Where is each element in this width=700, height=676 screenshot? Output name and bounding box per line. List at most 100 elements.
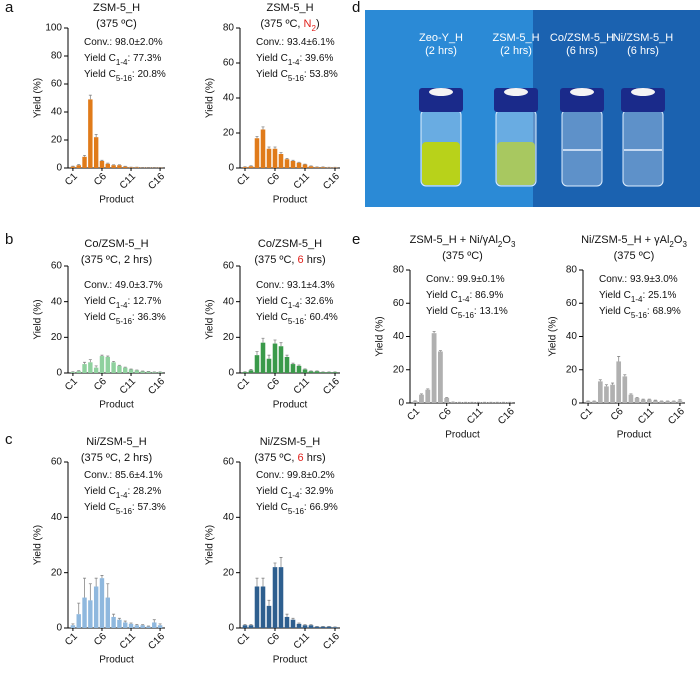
text-segment: : 60.4%	[304, 312, 338, 323]
error-bar	[426, 388, 430, 390]
text-segment: Conv.: 49.0±3.7%	[84, 280, 163, 291]
y-tick-label: 80	[566, 265, 578, 276]
error-bar	[71, 623, 75, 626]
text-segment: Ni/ZSM-5_H + γAl	[581, 234, 669, 246]
y-tick-label: 40	[223, 512, 235, 523]
error-bar	[249, 624, 253, 626]
subscript: 1-4	[116, 491, 128, 500]
error-bar	[255, 351, 259, 356]
text-segment: : 25.1%	[642, 290, 676, 301]
bar	[591, 401, 597, 403]
x-tick-label: C11	[118, 631, 139, 652]
text-segment: Yield C	[256, 486, 288, 497]
y-tick-label: 80	[393, 265, 405, 276]
text-segment: : 53.8%	[304, 69, 338, 80]
text-line: Yield C1-4: 28.2%	[84, 486, 161, 500]
bar	[260, 129, 266, 168]
y-axis-label: Yield (%)	[375, 316, 386, 356]
error-bar	[77, 164, 81, 166]
bar	[70, 166, 76, 168]
bar	[105, 597, 110, 628]
text-line: Yield C5-16: 36.3%	[84, 312, 166, 326]
panel-letter: b	[5, 231, 13, 248]
text-segment: O	[502, 234, 511, 246]
bar	[634, 398, 640, 403]
subscript: 3	[511, 240, 516, 249]
text-segment: Yield C	[426, 306, 458, 317]
text-segment: Conv.: 93.9±3.0%	[599, 274, 678, 285]
text-segment: : 20.8%	[132, 69, 166, 80]
y-tick-label: 40	[51, 107, 63, 118]
text-segment: (375 ºC, 2 hrs)	[81, 254, 152, 266]
text-segment: Yield C	[84, 53, 116, 64]
x-tick-label: C11	[292, 376, 313, 397]
bar	[266, 148, 272, 168]
text-line: Yield C1-4: 12.7%	[84, 296, 161, 310]
bar	[290, 161, 296, 168]
y-axis-label: Yield (%)	[205, 525, 216, 565]
error-bar	[123, 366, 127, 368]
text-segment: Yield C	[256, 312, 288, 323]
x-tick-label: C16	[666, 406, 687, 427]
error-bar	[129, 622, 133, 624]
subscript: 2	[669, 240, 674, 249]
text-segment: Yield C	[256, 502, 288, 513]
text-segment: : 57.3%	[132, 502, 166, 513]
text-segment: Yield C	[599, 290, 631, 301]
error-bar	[629, 393, 633, 395]
bar	[646, 399, 652, 403]
panel-letter: c	[5, 431, 13, 448]
error-bar	[106, 355, 110, 357]
error-bar	[123, 620, 127, 623]
error-bar	[152, 619, 156, 623]
y-tick-label: 20	[566, 364, 578, 375]
bar	[640, 399, 646, 403]
bar	[254, 586, 260, 628]
y-tick-label: 20	[51, 332, 63, 343]
y-tick-label: 40	[566, 331, 578, 342]
vial-cap	[419, 88, 463, 112]
bar	[157, 625, 163, 628]
y-tick-label: 0	[228, 368, 234, 379]
y-tick-label: 20	[223, 332, 235, 343]
bar	[296, 623, 302, 628]
text-segment: (375 ºC)	[96, 18, 137, 30]
y-axis-label: Yield (%)	[33, 299, 44, 339]
photo-label: (2 hrs)	[500, 45, 532, 57]
vial-septum	[631, 88, 655, 96]
error-bar	[141, 624, 145, 626]
bar	[105, 163, 110, 168]
text-line: Conv.: 98.0±2.0%	[84, 37, 163, 48]
text-segment: Yield C	[84, 502, 116, 513]
y-tick-label: 20	[223, 128, 235, 139]
text-segment: (375 ºC,	[260, 18, 303, 30]
text-segment: O	[674, 234, 683, 246]
x-tick-label: C1	[63, 171, 80, 188]
error-bar	[604, 384, 608, 387]
bar	[326, 626, 332, 628]
panel-letter: e	[352, 231, 360, 248]
bar	[128, 623, 134, 628]
bar	[616, 361, 622, 403]
panel-letter: a	[5, 0, 14, 16]
error-bar	[279, 152, 283, 154]
error-bar	[135, 624, 139, 626]
bar	[266, 605, 272, 628]
text-line: Conv.: 99.9±0.1%	[426, 274, 505, 285]
subscript: 5-16	[288, 507, 305, 516]
y-tick-label: 20	[393, 364, 405, 375]
vial-cap	[621, 88, 665, 112]
text-segment: Yield C	[426, 290, 458, 301]
x-axis-label: Product	[273, 400, 308, 411]
bar	[326, 167, 332, 168]
error-bar	[419, 393, 423, 395]
error-bar	[279, 342, 283, 347]
error-bar	[88, 359, 92, 363]
vial-glass	[561, 109, 603, 187]
text-line: (375 ºC)	[442, 250, 483, 262]
error-bar	[77, 602, 81, 615]
bar	[272, 567, 278, 628]
bar	[308, 625, 314, 628]
text-segment: : 12.7%	[127, 296, 161, 307]
bar	[320, 167, 326, 168]
